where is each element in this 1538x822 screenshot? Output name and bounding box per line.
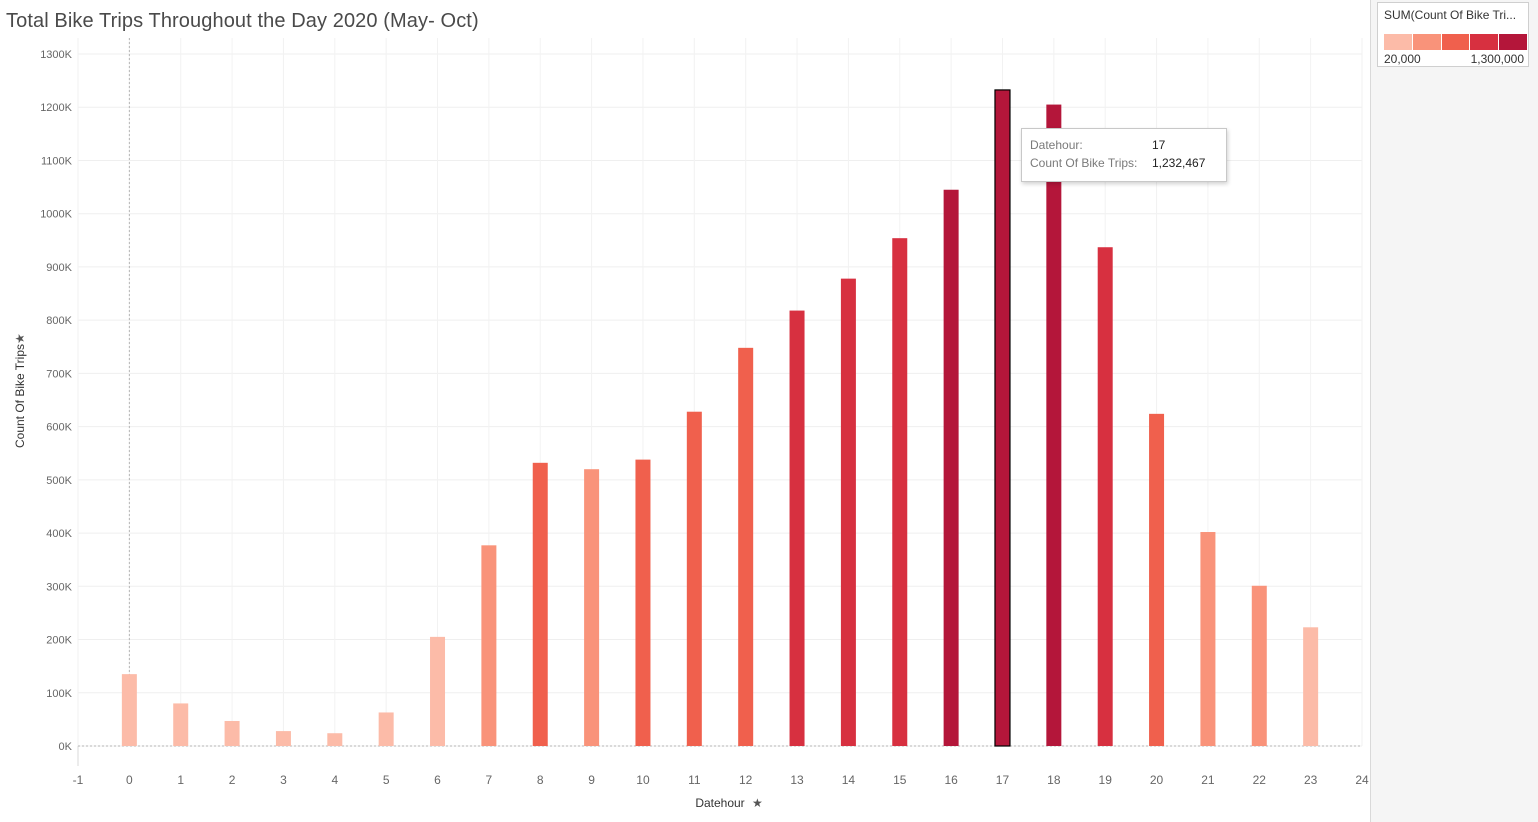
- bar-hour-5: [378, 712, 394, 746]
- color-legend[interactable]: SUM(Count Of Bike Tri... 20,000 1,300,00…: [1377, 2, 1529, 67]
- x-tick-label: 19: [1099, 773, 1113, 787]
- tooltip-row-count: Count Of Bike Trips: 1,232,467: [1030, 156, 1205, 170]
- x-tick-label: 3: [280, 773, 287, 787]
- legend-max-label: 1,300,000: [1470, 52, 1524, 66]
- bar-hour-10: [635, 459, 651, 746]
- x-tick-label: 23: [1304, 773, 1318, 787]
- bar-hour-22: [1251, 585, 1267, 746]
- y-tick-label: 400K: [46, 528, 72, 540]
- x-axis-pin-icon: ★: [752, 796, 763, 810]
- bar-hour-6: [430, 636, 446, 746]
- x-tick-label: 5: [383, 773, 390, 787]
- x-tick-label: 17: [996, 773, 1010, 787]
- x-tick-label: 4: [331, 773, 338, 787]
- bar-hour-13: [789, 310, 805, 746]
- y-tick-label: 1100K: [41, 155, 73, 167]
- bar-hour-1: [173, 703, 189, 746]
- bar-hour-9: [584, 469, 600, 746]
- bar-hour-17: [994, 89, 1011, 747]
- y-tick-label: 1300K: [40, 49, 72, 61]
- bar-hour-19: [1097, 247, 1113, 746]
- x-tick-label: 20: [1150, 773, 1164, 787]
- legend-color-ramp: [1384, 34, 1528, 50]
- x-tick-label: 8: [537, 773, 544, 787]
- y-tick-label: 1000K: [40, 209, 72, 221]
- y-axis-pin-icon: ★: [13, 333, 27, 344]
- y-tick-label: 700K: [46, 368, 72, 380]
- x-tick-label: 0: [126, 773, 133, 787]
- x-tick-label: 15: [893, 773, 907, 787]
- y-tick-label: 0K: [59, 741, 73, 753]
- legend-swatch-3: [1441, 34, 1470, 50]
- legend-swatch-4: [1470, 34, 1499, 50]
- tooltip-row-datehour: Datehour: 17: [1030, 138, 1165, 152]
- x-tick-label: -1: [73, 773, 84, 787]
- x-tick-label: 13: [790, 773, 804, 787]
- x-tick-label: 7: [486, 773, 493, 787]
- bar-chart: 0K100K200K300K400K500K600K700K800K900K10…: [13, 38, 1369, 810]
- bar-hour-16: [943, 189, 959, 746]
- chart-title: Total Bike Trips Throughout the Day 2020…: [6, 10, 479, 32]
- legend-min-label: 20,000: [1384, 52, 1421, 66]
- x-tick-label: 18: [1047, 773, 1061, 787]
- bar-hour-0: [121, 674, 137, 746]
- y-tick-label: 800K: [46, 315, 72, 327]
- legend-swatch-1: [1384, 34, 1412, 50]
- bar-hour-15: [892, 238, 908, 746]
- y-tick-label: 500K: [46, 475, 72, 487]
- legend-swatch-2: [1412, 34, 1441, 50]
- bar-hour-14: [840, 278, 856, 746]
- x-tick-label: 24: [1355, 773, 1369, 787]
- bar-hour-2: [224, 720, 240, 746]
- y-tick-label: 600K: [46, 422, 72, 434]
- bar-hour-4: [327, 733, 343, 746]
- x-tick-label: 16: [944, 773, 958, 787]
- bar-hour-3: [275, 731, 291, 746]
- x-tick-label: 22: [1253, 773, 1267, 787]
- legend-title: SUM(Count Of Bike Tri...: [1384, 8, 1517, 22]
- y-tick-label: 900K: [46, 262, 72, 274]
- tooltip-datehour-label: Datehour:: [1030, 138, 1083, 152]
- bar-hour-7: [481, 545, 497, 746]
- x-tick-label: 12: [739, 773, 753, 787]
- bar-hour-12: [738, 347, 754, 746]
- tooltip-datehour-value: 17: [1152, 138, 1166, 152]
- bar-hour-20: [1149, 413, 1165, 746]
- x-tick-label: 14: [842, 773, 856, 787]
- x-tick-label: 1: [177, 773, 184, 787]
- bar-hour-18: [1046, 104, 1062, 747]
- x-tick-label: 6: [434, 773, 441, 787]
- bar-tooltip: Datehour: 17 Count Of Bike Trips: 1,232,…: [1021, 128, 1227, 182]
- bar-hour-8: [532, 462, 548, 746]
- side-panel: [1370, 0, 1538, 822]
- x-tick-label: 10: [636, 773, 650, 787]
- x-tick-label: 9: [588, 773, 595, 787]
- x-axis-title: Datehour: [695, 796, 744, 810]
- y-axis-title: Count Of Bike Trips: [13, 344, 27, 448]
- y-tick-label: 300K: [46, 581, 72, 593]
- x-tick-label: 11: [688, 773, 701, 787]
- tooltip-count-value: 1,232,467: [1152, 156, 1206, 170]
- x-tick-label: 2: [229, 773, 236, 787]
- x-tick-label: 21: [1201, 773, 1215, 787]
- bar-hour-23: [1303, 627, 1319, 746]
- bar-hour-11: [686, 411, 702, 746]
- tooltip-count-label: Count Of Bike Trips:: [1030, 156, 1138, 170]
- y-tick-label: 100K: [46, 688, 72, 700]
- legend-swatch-5: [1499, 34, 1527, 50]
- y-tick-label: 200K: [46, 635, 72, 647]
- y-tick-label: 1200K: [40, 102, 72, 114]
- bar-hour-21: [1200, 532, 1216, 746]
